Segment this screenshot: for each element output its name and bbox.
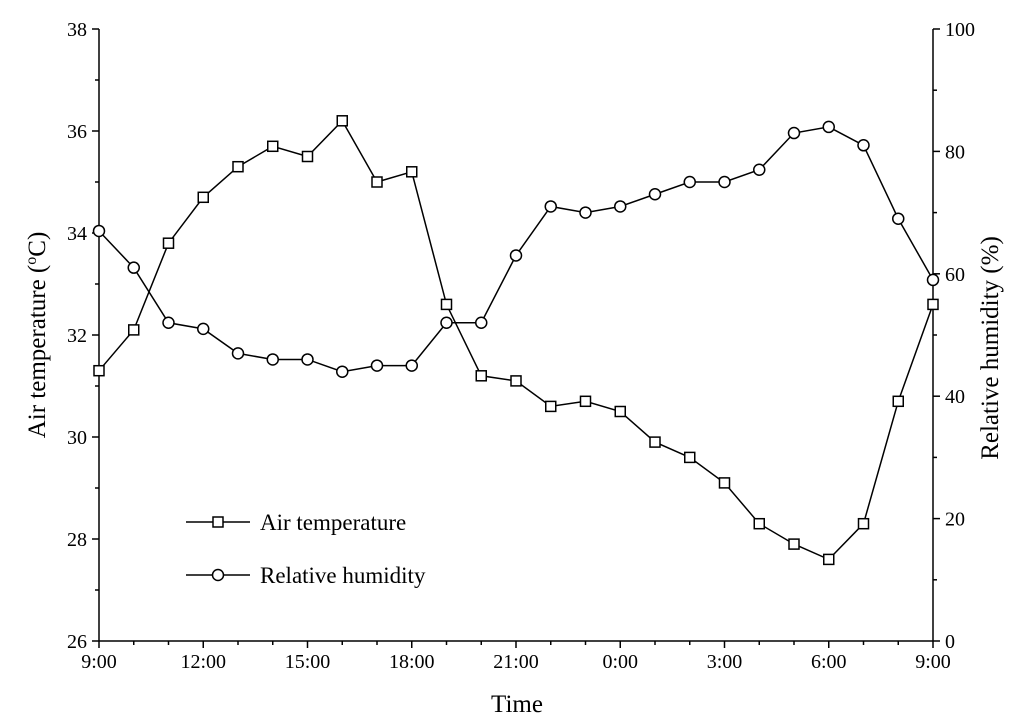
data-point-air-temperature [614,405,626,418]
legend-marker-circle [211,568,225,582]
data-point-air-temperature [162,237,175,249]
data-point-air-temperature [197,191,209,204]
data-point-relative-humidity [197,322,210,336]
x-tick-label: 6:00 [811,651,847,673]
data-point-relative-humidity [579,206,592,219]
data-point-air-temperature [301,150,314,163]
y-left-tick-label: 28 [67,529,87,551]
y-right-tick-label: 100 [945,19,975,41]
data-point-air-temperature [857,517,870,530]
ticks: 26 28 30 32 34 36 38 0 20 40 60 80 100 9:00 12:00 15:00… [67,19,975,673]
y-left-tick-label: 34 [67,223,87,245]
data-point-air-temperature [649,436,661,448]
legend-marker-square [212,516,224,528]
y-axis-title-left: Air temperature (oC) [23,232,51,439]
data-point-relative-humidity [718,175,731,189]
data-point-air-temperature [788,538,800,550]
y-right-tick-label: 20 [945,509,965,531]
x-tick-label: 9:00 [81,651,117,673]
data-point-air-temperature [545,400,557,413]
y-left-tick-label: 32 [67,325,87,347]
data-point-relative-humidity [648,187,662,201]
data-point-relative-humidity [301,353,314,366]
y-left-tick-label: 38 [67,19,87,41]
data-point-air-temperature [684,451,696,464]
data-point-air-temperature [823,553,835,566]
data-point-air-temperature [718,477,731,489]
data-point-air-temperature [510,375,522,387]
data-point-air-temperature [406,166,418,178]
data-point-relative-humidity [336,365,349,378]
data-point-relative-humidity [92,224,106,238]
data-point-relative-humidity [822,120,835,134]
series-line-air-temperature [98,119,934,561]
data-point-relative-humidity [614,200,627,213]
legend-label-relative-humidity: Relative humidity [260,563,426,588]
data-point-air-temperature [371,176,383,188]
y-right-tick-label: 40 [945,386,965,408]
data-point-air-temperature [128,324,140,336]
data-point-relative-humidity [787,126,801,140]
x-tick-label: 15:00 [285,651,331,673]
data-point-air-temperature [93,364,105,377]
data-point-air-temperature [267,140,279,153]
data-point-air-temperature [440,298,453,311]
x-axis-title: Time [491,691,543,718]
data-point-relative-humidity [370,359,384,372]
data-point-relative-humidity [440,316,453,330]
axes [98,29,934,642]
data-point-air-temperature [336,115,348,127]
data-point-relative-humidity [926,273,940,287]
data-point-relative-humidity [892,212,905,225]
data-point-air-temperature [927,298,939,311]
data-point-relative-humidity [405,359,418,372]
data-point-relative-humidity [509,249,523,262]
y-left-tick-label: 26 [67,631,87,653]
data-point-relative-humidity [231,347,245,360]
y-axis-title-right: Relative humidity (%) [977,236,1004,460]
data-point-relative-humidity [753,163,766,177]
data-point-relative-humidity [683,175,696,189]
x-tick-label: 21:00 [493,651,539,673]
data-point-relative-humidity [127,261,140,274]
x-tick-label: 9:00 [915,651,951,673]
data-point-relative-humidity [475,316,488,330]
y-right-tick-label: 60 [945,264,965,286]
x-tick-label: 0:00 [602,651,638,673]
data-point-air-temperature [579,395,592,408]
x-tick-label: 3:00 [707,651,743,673]
data-point-relative-humidity [544,200,557,213]
y-right-tick-label: 80 [945,141,965,163]
series [92,115,940,566]
data-point-air-temperature [892,395,904,408]
data-point-air-temperature [232,160,244,173]
data-point-relative-humidity [857,139,870,152]
data-point-air-temperature [753,517,765,530]
x-tick-label: 18:00 [389,651,435,673]
y-left-tick-label: 30 [67,427,87,449]
legend: Air temperature Relative humidity [186,510,426,588]
data-point-relative-humidity [266,353,279,366]
data-point-air-temperature [475,370,487,382]
y-left-tick-label: 36 [67,121,87,143]
x-tick-label: 12:00 [180,651,226,673]
y-right-tick-label: 0 [945,631,955,653]
data-point-relative-humidity [162,316,175,330]
legend-label-air-temperature: Air temperature [260,510,406,535]
